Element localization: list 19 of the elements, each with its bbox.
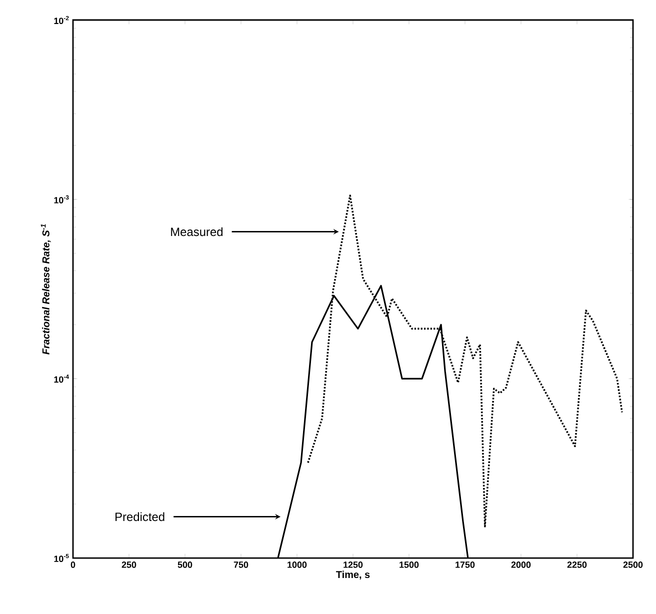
y-tick-label: 10$^{-3}$ — [54, 195, 69, 204]
x-tick-label: 1500 — [400, 562, 419, 568]
x-tick-label: 1000 — [288, 562, 307, 568]
x-tick-label: 250 — [122, 562, 136, 568]
x-tick-label: 750 — [234, 562, 248, 568]
x-tick-label: 0 — [70, 562, 76, 568]
x-tick-label: 2000 — [511, 562, 531, 568]
annotation: Predicted — [116, 512, 164, 522]
y-tick-label: 10$^{-4}$ — [54, 374, 69, 383]
x-tick-label: 500 — [178, 562, 192, 568]
y-tick-label: 10$^{-2}$ — [54, 16, 69, 24]
x-tick-label: 1750 — [456, 562, 475, 568]
annotation: Measured — [171, 227, 222, 236]
x-tick-label: 1250 — [344, 562, 363, 568]
x-tick-label: 2500 — [623, 562, 643, 568]
y-tick-label: 10$^{-5}$ — [54, 554, 69, 562]
x-axis-title: Time, s — [336, 570, 370, 580]
x-tick-label: 2250 — [567, 562, 587, 568]
y-axis-title: Fractional Release Rate, S$^{-1}$ — [40, 224, 51, 354]
